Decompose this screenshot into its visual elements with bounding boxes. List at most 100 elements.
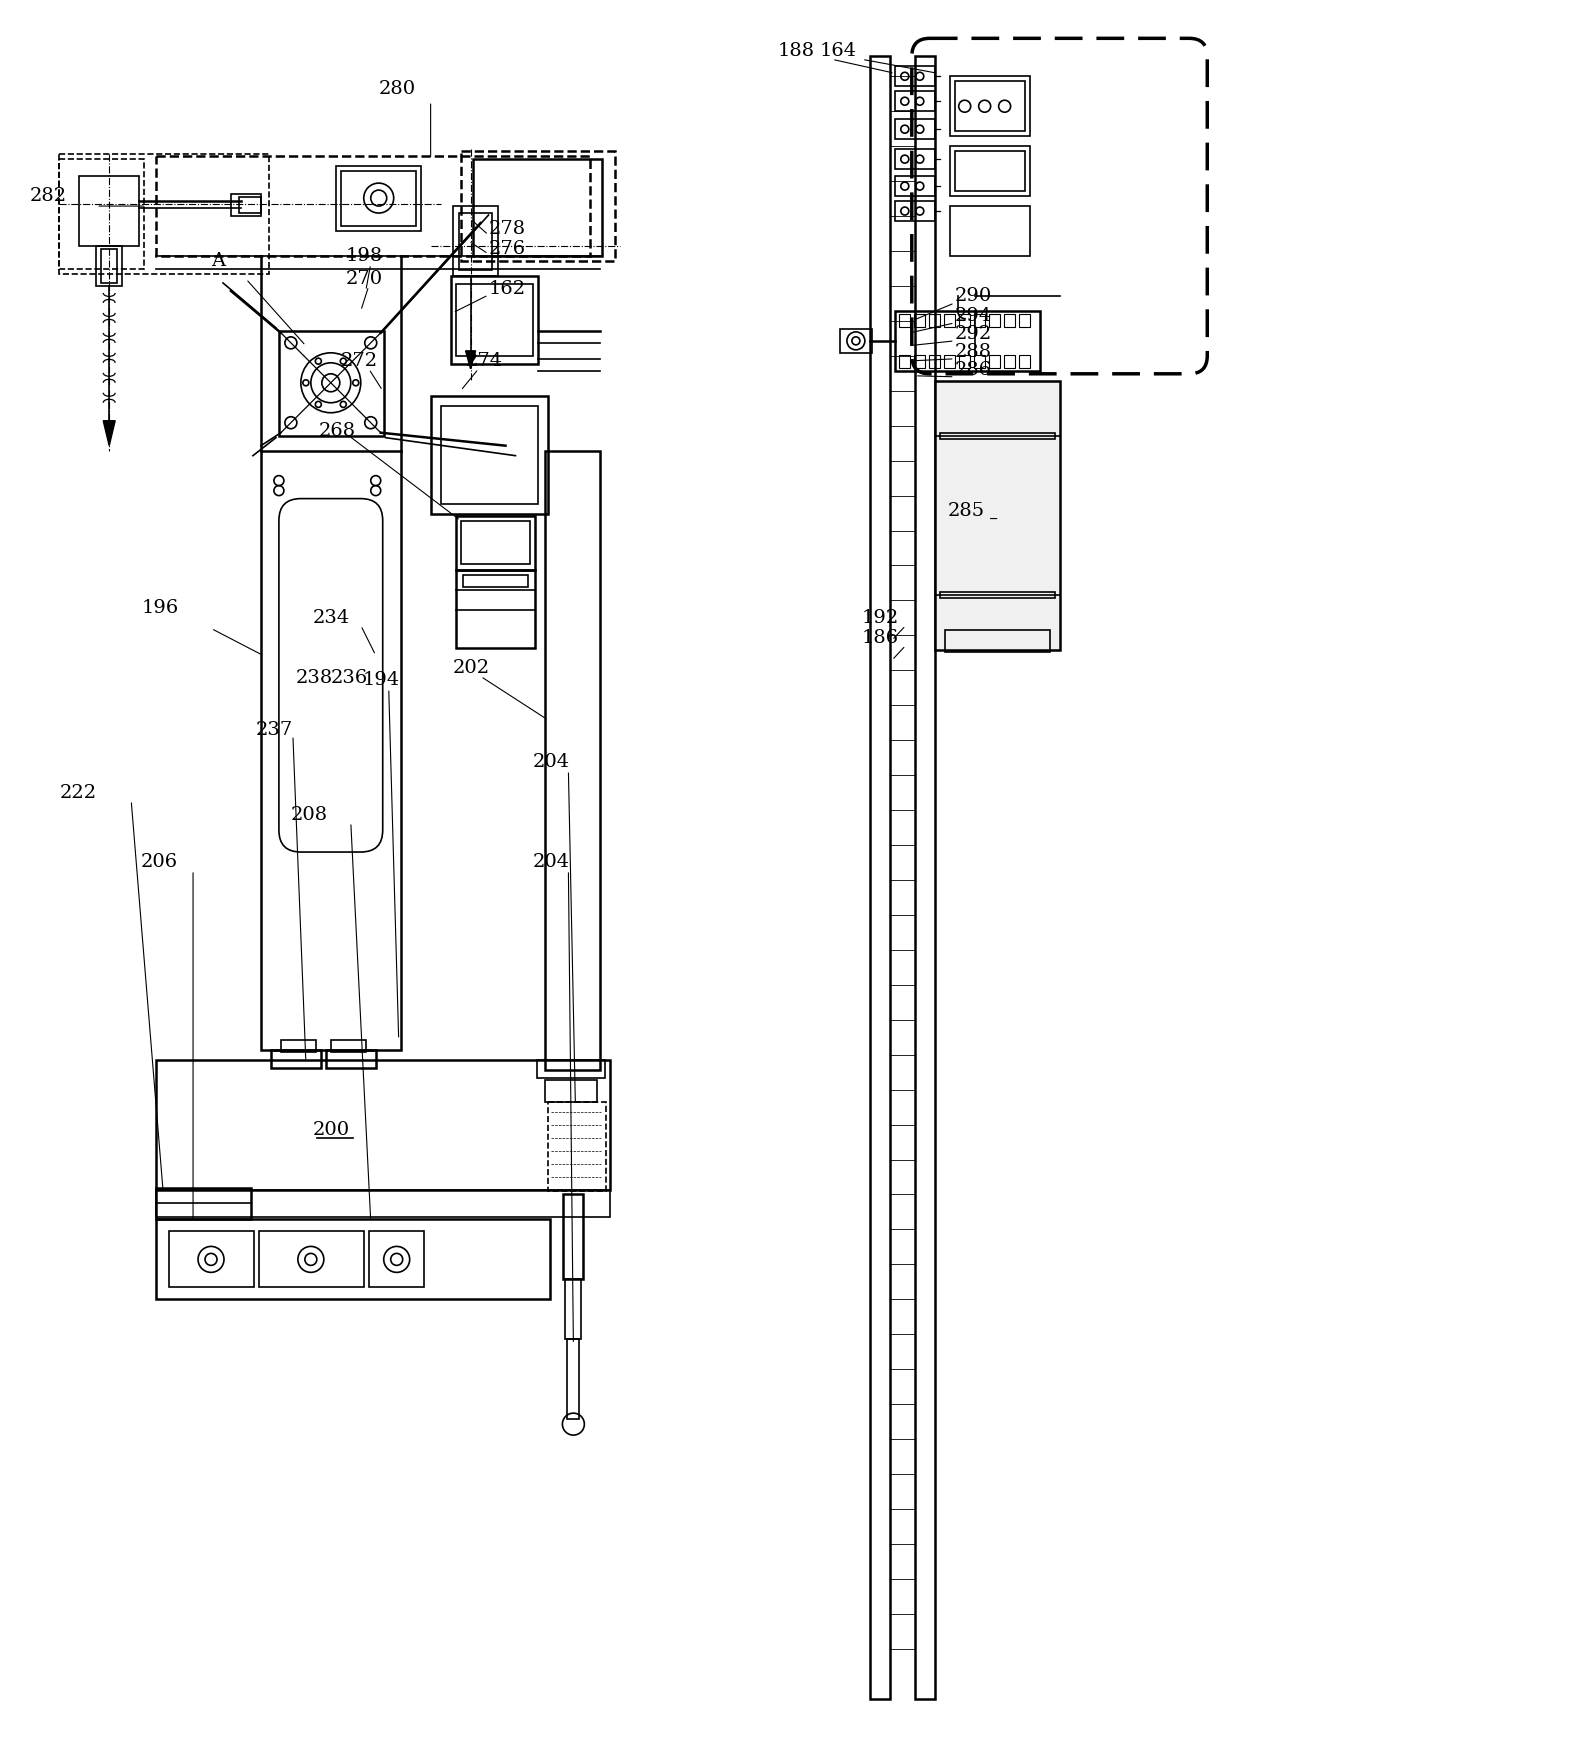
Text: 236: 236 xyxy=(331,669,367,688)
Text: 192: 192 xyxy=(862,609,900,627)
Bar xyxy=(271,1049,322,1068)
Bar xyxy=(331,1040,366,1052)
Bar xyxy=(101,249,117,284)
Bar xyxy=(450,277,539,364)
Text: 288: 288 xyxy=(955,343,992,361)
Bar xyxy=(472,159,602,256)
Text: 202: 202 xyxy=(453,660,489,678)
Bar xyxy=(261,450,401,1049)
Bar xyxy=(567,1340,580,1418)
Text: 274: 274 xyxy=(466,352,502,369)
Bar xyxy=(974,355,985,368)
Text: 206: 206 xyxy=(141,853,179,870)
Bar xyxy=(537,1059,605,1077)
Bar xyxy=(59,154,269,273)
Bar xyxy=(461,520,531,564)
Bar xyxy=(461,151,615,261)
Bar xyxy=(157,156,591,256)
Text: 222: 222 xyxy=(59,784,97,802)
Bar xyxy=(916,56,935,1698)
Bar xyxy=(895,149,935,170)
Bar xyxy=(914,355,925,368)
Bar xyxy=(914,313,925,327)
Text: 238: 238 xyxy=(296,669,333,688)
Bar xyxy=(895,177,935,196)
Bar xyxy=(895,201,935,221)
Bar xyxy=(898,313,909,327)
Text: 268: 268 xyxy=(318,422,356,440)
Bar xyxy=(944,630,1050,653)
Text: 294: 294 xyxy=(955,306,992,326)
Bar xyxy=(453,207,497,277)
Text: A: A xyxy=(211,252,225,270)
Bar xyxy=(895,312,1039,371)
Bar xyxy=(974,313,985,327)
Bar xyxy=(157,1189,610,1217)
Bar xyxy=(939,592,1055,599)
Bar xyxy=(169,1231,253,1287)
Text: 188: 188 xyxy=(778,42,816,60)
Bar xyxy=(895,119,935,138)
Text: 208: 208 xyxy=(290,805,328,825)
Bar xyxy=(326,1049,375,1068)
Bar xyxy=(950,207,1030,256)
Text: 200: 200 xyxy=(312,1121,350,1138)
Bar xyxy=(456,571,535,648)
Bar xyxy=(231,194,261,215)
Bar xyxy=(955,81,1025,131)
Text: 237: 237 xyxy=(257,721,293,739)
Bar xyxy=(565,1280,581,1340)
Bar xyxy=(341,172,415,226)
Bar xyxy=(958,355,969,368)
Bar xyxy=(280,1040,315,1052)
Text: 194: 194 xyxy=(363,671,401,690)
Bar xyxy=(336,166,421,231)
Bar xyxy=(988,355,1000,368)
Text: 186: 186 xyxy=(862,629,900,648)
Text: 196: 196 xyxy=(141,599,179,618)
Bar xyxy=(97,245,122,285)
Bar xyxy=(950,145,1030,196)
Bar xyxy=(1019,313,1030,327)
Bar xyxy=(157,1219,550,1299)
Bar xyxy=(545,1080,597,1101)
Bar xyxy=(456,284,534,355)
Bar xyxy=(1004,313,1015,327)
Bar xyxy=(459,214,491,270)
Bar xyxy=(955,151,1025,191)
Bar xyxy=(59,159,144,270)
Text: 234: 234 xyxy=(314,609,350,627)
Bar xyxy=(239,198,261,214)
Bar xyxy=(157,1187,250,1219)
Bar xyxy=(895,67,935,86)
Text: 290: 290 xyxy=(955,287,992,305)
Bar xyxy=(548,1101,607,1191)
Bar xyxy=(564,1194,583,1280)
Text: 282: 282 xyxy=(30,187,67,205)
Bar xyxy=(944,355,955,368)
Text: 280: 280 xyxy=(379,81,417,98)
Bar xyxy=(928,313,939,327)
Polygon shape xyxy=(103,420,116,447)
Bar xyxy=(456,515,535,571)
Bar xyxy=(545,450,600,1070)
Bar xyxy=(928,355,939,368)
Bar xyxy=(870,56,890,1698)
Bar xyxy=(157,1059,610,1189)
Bar xyxy=(944,313,955,327)
Bar xyxy=(1004,355,1015,368)
Bar xyxy=(431,396,548,513)
Bar xyxy=(1019,355,1030,368)
Bar xyxy=(840,329,871,354)
Bar xyxy=(950,77,1030,137)
Bar xyxy=(895,91,935,112)
Text: 204: 204 xyxy=(532,753,570,770)
Bar xyxy=(279,331,383,436)
Text: 204: 204 xyxy=(532,853,570,870)
Text: 292: 292 xyxy=(955,326,992,343)
Bar xyxy=(369,1231,423,1287)
Bar xyxy=(898,355,909,368)
Text: 198: 198 xyxy=(345,247,383,264)
Bar xyxy=(258,1231,364,1287)
Text: 276: 276 xyxy=(488,240,526,257)
